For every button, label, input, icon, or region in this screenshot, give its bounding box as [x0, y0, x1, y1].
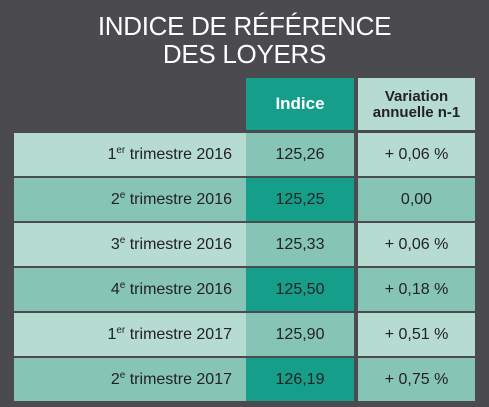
row-label-cell: 1er trimestre 2017 — [14, 313, 246, 356]
variation-cell: + 0,06 % — [358, 133, 475, 176]
indice-cell: 126,19 — [246, 358, 354, 401]
indice-cell: 125,50 — [246, 268, 354, 311]
row-label-cell: 3e trimestre 2016 — [14, 223, 246, 266]
title-line-2: DES LOYERS — [162, 39, 327, 69]
row-label: 2e trimestre 2016 — [110, 189, 232, 208]
variation-cell: + 0,51 % — [358, 313, 475, 356]
header-variation: Variation annuelle n-1 — [358, 78, 475, 130]
variation-cell: + 0,18 % — [358, 268, 475, 311]
variation-cell: + 0,75 % — [358, 358, 475, 401]
row-label-cell: 4e trimestre 2016 — [14, 268, 246, 311]
table-row: 2e trimestre 2017 126,19 + 0,75 % — [14, 358, 475, 401]
row-label: 1er trimestre 2017 — [107, 324, 232, 343]
indice-cell: 125,25 — [246, 178, 354, 221]
indice-cell: 125,90 — [246, 313, 354, 356]
header-variation-line-1: Variation — [384, 88, 449, 105]
row-label: 3e trimestre 2016 — [110, 234, 232, 253]
variation-cell: + 0,06 % — [358, 223, 475, 266]
row-label-cell: 2e trimestre 2017 — [14, 358, 246, 401]
row-label: 1er trimestre 2016 — [107, 144, 232, 163]
title-line-1: INDICE DE RÉFÉRENCE — [97, 11, 392, 41]
table-row: 3e trimestre 2016 125,33 + 0,06 % — [14, 223, 475, 266]
table-row: 4e trimestre 2016 125,50 + 0,18 % — [14, 268, 475, 311]
table-row: 2e trimestre 2016 125,25 0,00 — [14, 178, 475, 221]
header-variation-line-2: annuelle n-1 — [372, 104, 461, 121]
header-indice-label: Indice — [275, 94, 325, 113]
page-title: INDICE DE RÉFÉRENCE DES LOYERS — [0, 12, 489, 68]
table-row: 1er trimestre 2016 125,26 + 0,06 % — [14, 133, 475, 176]
row-label-cell: 2e trimestre 2016 — [14, 178, 246, 221]
indice-cell: 125,26 — [246, 133, 354, 176]
row-label: 4e trimestre 2016 — [110, 279, 232, 298]
row-label: 2e trimestre 2017 — [110, 369, 232, 388]
indice-cell: 125,33 — [246, 223, 354, 266]
header-indice: Indice — [246, 78, 354, 130]
variation-cell: 0,00 — [358, 178, 475, 221]
row-label-cell: 1er trimestre 2016 — [14, 133, 246, 176]
table-row: 1er trimestre 2017 125,90 + 0,51 % — [14, 313, 475, 356]
